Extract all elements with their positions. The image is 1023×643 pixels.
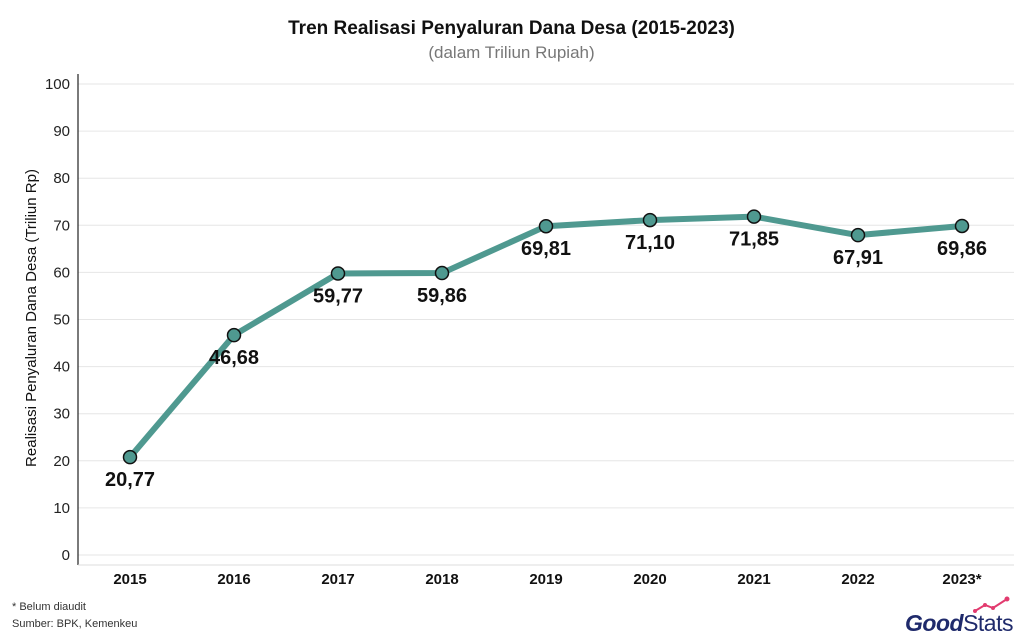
data-label: 71,85 bbox=[729, 229, 779, 251]
data-point bbox=[642, 212, 658, 228]
x-tick-label: 2021 bbox=[737, 571, 770, 588]
x-tick-label: 2020 bbox=[633, 571, 666, 588]
grid-lines bbox=[78, 83, 1014, 556]
y-tick-label: 80 bbox=[53, 170, 70, 187]
x-tick-label: 2015 bbox=[113, 571, 146, 588]
brand-good: Good bbox=[905, 610, 964, 636]
data-label: 59,86 bbox=[417, 285, 467, 307]
data-point bbox=[850, 227, 866, 243]
data-label: 46,68 bbox=[209, 347, 259, 369]
data-label: 59,77 bbox=[313, 285, 363, 307]
y-axis-title: Realisasi Penyaluran Dana Desa (Triliun … bbox=[23, 169, 40, 467]
data-label: 71,10 bbox=[625, 232, 675, 254]
y-tick-label: 0 bbox=[62, 547, 70, 564]
data-point bbox=[330, 266, 346, 281]
data-point bbox=[122, 449, 138, 465]
x-tick-label: 2022 bbox=[841, 571, 874, 588]
y-tick-label: 20 bbox=[53, 453, 70, 470]
y-tick-label: 60 bbox=[53, 264, 70, 281]
data-points bbox=[122, 209, 970, 465]
data-point bbox=[434, 265, 450, 281]
axes bbox=[77, 74, 1014, 566]
chart-title: Tren Realisasi Penyaluran Dana Desa (201… bbox=[288, 18, 735, 39]
x-tick-label: 2018 bbox=[425, 571, 458, 588]
data-point bbox=[746, 209, 762, 224]
data-label: 20,77 bbox=[105, 469, 155, 491]
footnote-unaudited: * Belum diaudit bbox=[12, 601, 86, 613]
data-point bbox=[954, 218, 970, 234]
data-label: 67,91 bbox=[833, 247, 883, 269]
brand-logo: GoodStats bbox=[905, 596, 1013, 637]
x-tick-label: 2017 bbox=[321, 571, 354, 588]
y-tick-label: 100 bbox=[45, 76, 70, 93]
y-tick-label: 50 bbox=[53, 312, 70, 329]
data-point bbox=[538, 218, 554, 234]
y-tick-labels: 0 10 20 30 40 50 60 70 80 90 100 bbox=[45, 76, 70, 564]
trend-arrow-icon bbox=[973, 596, 1010, 613]
y-tick-label: 70 bbox=[53, 217, 70, 234]
y-tick-label: 90 bbox=[53, 123, 70, 140]
x-tick-label: 2023* bbox=[942, 571, 981, 588]
x-tick-label: 2016 bbox=[217, 571, 250, 588]
footnote-source: Sumber: BPK, Kemenkeu bbox=[12, 618, 138, 630]
data-label: 69,86 bbox=[937, 238, 987, 260]
x-tick-label: 2019 bbox=[529, 571, 562, 588]
brand-stats: Stats bbox=[963, 610, 1013, 636]
data-point bbox=[226, 327, 242, 343]
data-label: 69,81 bbox=[521, 238, 571, 260]
y-tick-label: 10 bbox=[53, 500, 70, 517]
y-tick-label: 30 bbox=[53, 406, 70, 423]
x-tick-labels: 2015 2016 2017 2018 2019 2020 2021 2022 2023* bbox=[113, 571, 981, 588]
y-tick-label: 40 bbox=[53, 359, 70, 376]
chart-subtitle: (dalam Triliun Rupiah) bbox=[428, 43, 595, 62]
data-labels: 20,77 46,68 59,77 59,86 69,81 71,10 71,85 67,91… bbox=[105, 229, 987, 492]
